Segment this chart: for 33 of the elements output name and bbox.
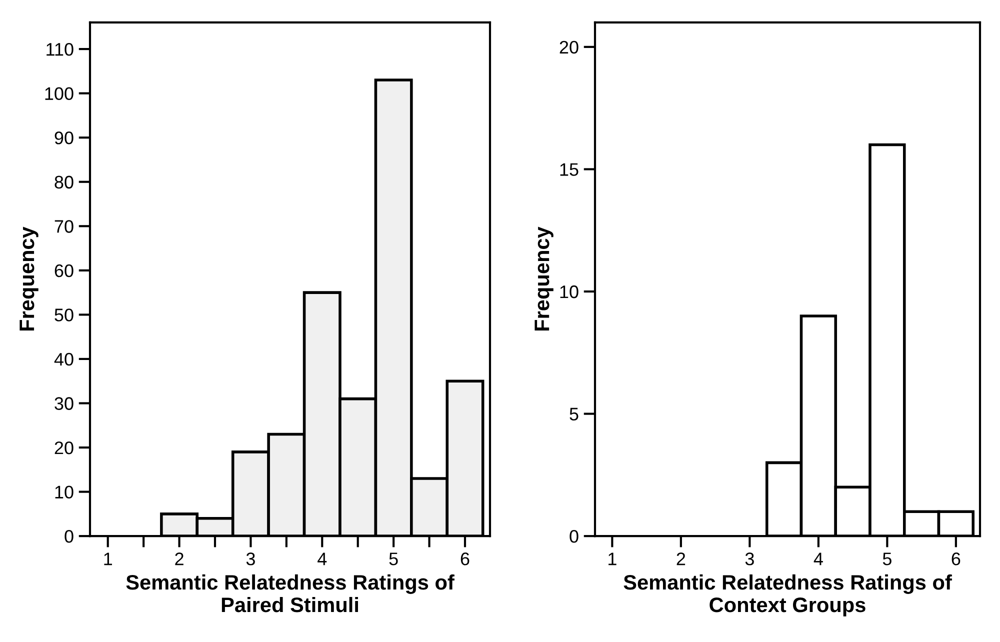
x-tick-label: 5 [389, 552, 398, 566]
x-tick-label: 6 [952, 552, 960, 566]
y-tick-label: 15 [560, 163, 578, 176]
y-tick-label: 90 [54, 132, 74, 144]
y-tick-label: 50 [54, 308, 74, 322]
y-tick-label: 0 [64, 530, 74, 543]
x-tick-label: 3 [745, 552, 754, 566]
x-tick-label: 2 [676, 552, 686, 566]
x-tick-label: 3 [246, 552, 255, 566]
x-tick-label: 4 [814, 552, 823, 566]
y-axis-title: Frequency [20, 226, 38, 331]
x-tick-label: 1 [608, 552, 616, 566]
y-tick-label: 80 [54, 176, 74, 189]
x-tick-label: 1 [104, 552, 112, 566]
y-tick-label: 100 [45, 87, 74, 100]
y-tick-label: 110 [46, 42, 74, 56]
y-tick-label: 5 [570, 408, 578, 421]
y-tick-label: 30 [54, 397, 74, 410]
x-axis-title: Semantic Relatedness Ratings of Paired Stimuli [126, 574, 454, 612]
y-axis-title: Frequency [534, 226, 554, 331]
y-tick-label: 40 [54, 352, 74, 366]
x-tick-label: 5 [882, 552, 892, 566]
y-tick-label: 70 [54, 220, 74, 233]
y-tick-label: 20 [560, 40, 578, 54]
x-tick-label: 4 [318, 552, 327, 566]
x-axis-title: Semantic Relatedness Ratings of Context Groups [624, 574, 952, 616]
x-tick-label: 2 [175, 552, 184, 566]
y-tick-label: 60 [54, 264, 74, 278]
y-tick-label: 20 [54, 441, 74, 454]
y-tick-label: 0 [570, 530, 578, 543]
x-tick-label: 6 [460, 552, 470, 566]
y-tick-label: 10 [55, 486, 74, 499]
y-tick-label: 10 [560, 285, 578, 298]
